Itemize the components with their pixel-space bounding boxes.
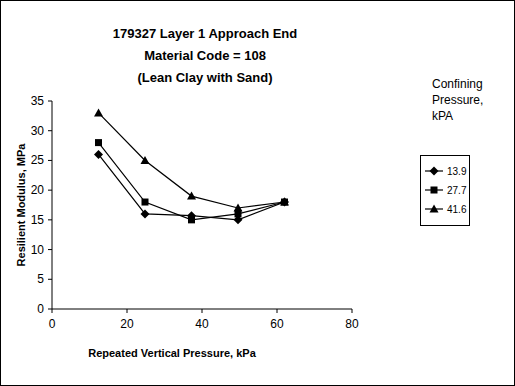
legend-label: 41.6 [447, 204, 467, 215]
legend-label: 27.7 [447, 185, 467, 196]
y-tick-label: 35 [31, 94, 45, 108]
frame [1, 1, 515, 386]
y-tick [48, 279, 52, 280]
x-tick-label: 40 [195, 317, 209, 331]
point [188, 216, 195, 223]
title: (Lean Clay with Sand) [137, 70, 272, 85]
legend-marker [431, 187, 438, 194]
y-tick [48, 309, 52, 310]
y-axis [52, 101, 53, 309]
point [94, 108, 103, 116]
point [142, 199, 149, 206]
y-tick [48, 249, 52, 250]
y-tick-label: 15 [31, 213, 45, 227]
series-line [99, 154, 285, 219]
point [280, 198, 289, 206]
x-label: Repeated Vertical Pressure, kPa [88, 347, 256, 359]
point [234, 203, 243, 211]
x-tick [277, 309, 278, 313]
legend-marker [430, 167, 439, 176]
plot-marks [94, 108, 289, 224]
y-tick-label: 25 [31, 153, 45, 167]
point [141, 209, 150, 218]
legend-title-line: kPA [432, 109, 453, 123]
x-tick [127, 309, 128, 313]
series-line [99, 143, 285, 220]
chart: 179327 Layer 1 Approach End Material Code… [0, 0, 515, 386]
y-tick [48, 130, 52, 131]
y-tick-label: 30 [31, 124, 45, 138]
legend-title: Confining Pressure, kPA [432, 77, 483, 123]
y-tick [48, 160, 52, 161]
y-tick [48, 101, 52, 102]
point [187, 192, 196, 200]
x-tick-label: 0 [49, 317, 56, 331]
point [94, 150, 103, 159]
point [95, 139, 102, 146]
y-tick-label: 0 [37, 302, 44, 316]
x-tick [52, 309, 53, 313]
legend-title-line: Confining [432, 77, 483, 91]
y-tick [48, 219, 52, 220]
series-line [99, 113, 285, 208]
y-tick-label: 10 [31, 243, 45, 257]
legend-title-line: Pressure, [432, 93, 483, 107]
x-tick-label: 80 [345, 317, 359, 331]
x-tick [202, 309, 203, 313]
y-label: Resilient Modulus, MPa [15, 143, 27, 267]
legend-label: 13.9 [447, 166, 467, 177]
x-tick-label: 60 [270, 317, 284, 331]
point [281, 199, 288, 206]
title: Material Code = 108 [144, 48, 266, 63]
y-tick [48, 190, 52, 191]
legend-box [421, 156, 470, 226]
y-tick-label: 20 [31, 183, 45, 197]
point [141, 156, 150, 164]
x-tick [352, 309, 353, 313]
title: 179327 Layer 1 Approach End [113, 26, 298, 41]
legend-marker [430, 205, 439, 213]
x-tick-label: 20 [120, 317, 134, 331]
y-tick-label: 5 [37, 272, 44, 286]
